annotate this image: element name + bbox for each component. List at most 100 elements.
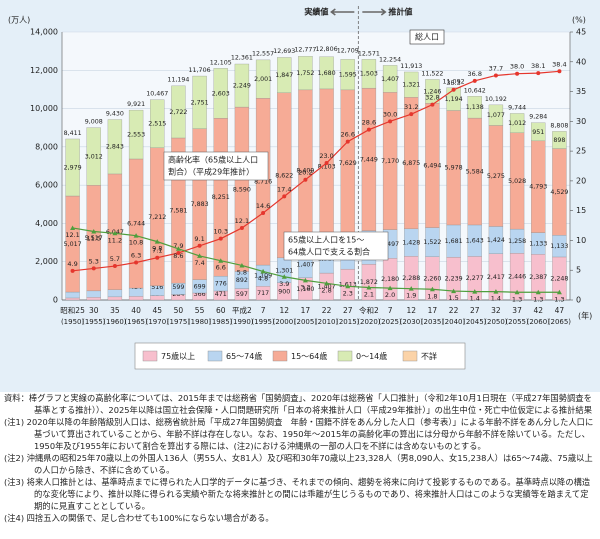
bar-value-label: 1,424 bbox=[487, 237, 505, 244]
total-label: 12,571 bbox=[358, 50, 380, 57]
note: (注2) 沖縄県の昭和25年70歳以上の外国人136人（男55人、女81人）及び… bbox=[4, 453, 593, 475]
bar-value-label: 1,428 bbox=[402, 240, 420, 247]
x-tick-label: 7 bbox=[261, 306, 266, 315]
total-label: 12,806 bbox=[316, 46, 338, 53]
line-annotation: 高齢化率（65歳以上人口 bbox=[168, 155, 258, 165]
line-value-label: 23.0 bbox=[319, 152, 333, 160]
bar-value-label: 1,077 bbox=[487, 112, 505, 119]
line-point bbox=[239, 262, 245, 268]
total-label: 8,808 bbox=[550, 122, 568, 129]
line-value-label: 17.4 bbox=[277, 185, 291, 193]
legend-label: 75歳以上 bbox=[161, 351, 195, 361]
bar-value-label: 2,722 bbox=[169, 109, 187, 116]
x-tick-label: 17 bbox=[428, 306, 438, 315]
line-point bbox=[218, 258, 224, 263]
bar-segment bbox=[150, 99, 165, 148]
line bbox=[72, 227, 560, 293]
bar-value-label: 597 bbox=[236, 291, 248, 298]
line-point bbox=[472, 78, 477, 83]
bar-value-label: 1,133 bbox=[529, 240, 547, 247]
line-point bbox=[260, 268, 266, 274]
line-point bbox=[345, 283, 351, 289]
bar-segment bbox=[65, 291, 80, 299]
total-label: 12,777 bbox=[294, 46, 316, 53]
x-tick-sublabel: (1955) bbox=[82, 318, 106, 326]
x-tick-sublabel: (2020) bbox=[357, 318, 381, 326]
total-label: 11,194 bbox=[167, 77, 189, 84]
legend-swatch bbox=[337, 350, 353, 362]
y2-tick-label: 45 bbox=[576, 28, 586, 37]
bar-value-label: 1,138 bbox=[466, 104, 484, 111]
bar-value-label: 951 bbox=[532, 129, 544, 136]
line-point bbox=[429, 286, 435, 292]
line-value-label: 9.1 bbox=[194, 235, 204, 243]
notes: 資料：棒グラフと実線の高齢化率については、2015年までは総務省「国勢調査」、2… bbox=[4, 392, 596, 524]
total-label: 9,744 bbox=[508, 104, 526, 111]
bar-value-label: 2,277 bbox=[466, 275, 484, 282]
bar-value-label: 1,246 bbox=[423, 88, 441, 95]
line-value-label: 12.1 bbox=[65, 231, 79, 239]
bar-segment bbox=[213, 68, 228, 119]
legend-swatch bbox=[272, 350, 288, 362]
line-point bbox=[176, 250, 181, 255]
line-point bbox=[324, 280, 330, 286]
bar-value-label: 7,212 bbox=[148, 214, 166, 221]
bar-value-label: 7,170 bbox=[381, 158, 399, 165]
line-value-label: 3.9 bbox=[279, 280, 289, 288]
bar-value-label: 1,109 bbox=[254, 273, 272, 280]
line-value-label: 38.1 bbox=[531, 62, 545, 70]
x-tick-label: 27 bbox=[343, 306, 353, 315]
line-point bbox=[514, 289, 520, 295]
x-tick-sublabel: (2045) bbox=[463, 318, 487, 326]
bar-value-label: 1,160 bbox=[296, 286, 314, 293]
x-tick-label: 32 bbox=[491, 306, 501, 315]
y-axis-unit: (万人) bbox=[8, 16, 30, 25]
line-point bbox=[451, 87, 456, 92]
bar-value-label: 2,515 bbox=[148, 121, 166, 128]
bar-value-label: 8,103 bbox=[318, 163, 336, 170]
bar-segment bbox=[192, 75, 207, 129]
bar-value-label: 8,716 bbox=[254, 179, 272, 186]
line-point bbox=[175, 246, 181, 251]
bar-segment bbox=[86, 127, 101, 186]
x-tick-sublabel: (2065) bbox=[548, 318, 572, 326]
annotation-box bbox=[163, 151, 269, 181]
x-tick-label: 12 bbox=[279, 306, 289, 315]
line-value-label: 5.7 bbox=[110, 255, 120, 263]
x-tick-sublabel: (2015) bbox=[336, 318, 360, 326]
bar-value-label: 1,133 bbox=[550, 243, 568, 250]
x-tick-sublabel: (2035) bbox=[421, 318, 445, 326]
line-point bbox=[515, 71, 520, 76]
bar-value-label: 1,680 bbox=[318, 70, 336, 77]
y2-axis-unit: (%) bbox=[572, 16, 586, 25]
line-value-label: 2.3 bbox=[343, 289, 353, 297]
bar-value-label: 2,239 bbox=[445, 276, 463, 283]
line-point bbox=[366, 127, 371, 132]
y-tick-label: 0 bbox=[53, 296, 58, 305]
line-point bbox=[535, 289, 541, 295]
bar-value-label: 7,449 bbox=[360, 156, 378, 163]
line-value-label: 38.0 bbox=[510, 63, 524, 71]
line-value-label: 6.3 bbox=[131, 251, 141, 259]
line-point bbox=[493, 73, 498, 78]
x-tick-sublabel: (2005) bbox=[294, 318, 318, 326]
x-tick-sublabel: (1990) bbox=[230, 318, 254, 326]
bar-value-label: 2,751 bbox=[191, 99, 209, 106]
total-label: 9,430 bbox=[106, 110, 124, 117]
x-tick-sublabel: (2040) bbox=[442, 318, 466, 326]
bar-segment bbox=[319, 56, 334, 90]
x-tick-label: 45 bbox=[152, 306, 162, 315]
bar-value-label: 8,590 bbox=[233, 186, 251, 193]
x-tick-label: 55 bbox=[195, 306, 205, 315]
x-tick-sublabel: (1980) bbox=[188, 318, 212, 326]
y2-tick-label: 35 bbox=[576, 87, 586, 96]
legend-swatch bbox=[402, 350, 418, 362]
arrow bbox=[330, 8, 355, 16]
line-point bbox=[303, 177, 308, 182]
total-label: 10,642 bbox=[464, 87, 486, 94]
line-value-label: 35.3 bbox=[446, 79, 460, 87]
line-value-label: 12.1 bbox=[235, 217, 249, 225]
x-tick-label: 22 bbox=[449, 306, 459, 315]
line-point bbox=[197, 253, 203, 258]
bar-value-label: 1,194 bbox=[445, 96, 463, 103]
